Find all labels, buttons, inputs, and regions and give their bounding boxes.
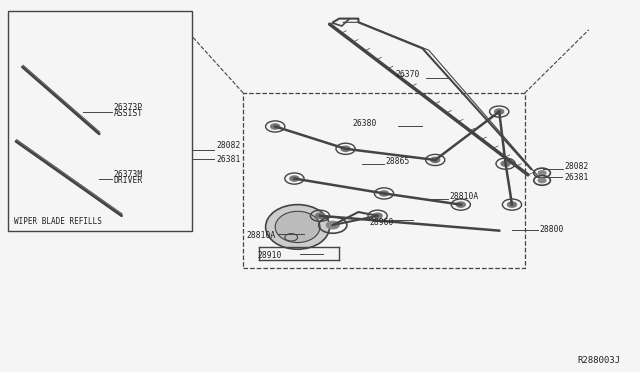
Text: WIPER BLADE REFILLS: WIPER BLADE REFILLS (14, 217, 102, 226)
Circle shape (456, 202, 465, 207)
Text: 28800: 28800 (540, 225, 564, 234)
Circle shape (316, 213, 324, 218)
Ellipse shape (275, 211, 320, 243)
Text: 28810A: 28810A (246, 231, 276, 240)
Circle shape (495, 109, 504, 114)
Text: 28865: 28865 (385, 157, 410, 166)
Text: 26381: 26381 (216, 155, 241, 164)
Circle shape (508, 202, 516, 207)
Bar (243, 93, 525, 268)
Circle shape (173, 158, 181, 163)
Circle shape (271, 124, 280, 129)
Circle shape (341, 146, 350, 151)
Circle shape (431, 157, 440, 163)
Text: 26380+A: 26380+A (69, 126, 103, 135)
Text: 26373M: 26373M (114, 170, 143, 179)
Circle shape (501, 161, 510, 166)
Circle shape (538, 171, 546, 175)
Circle shape (290, 176, 299, 181)
Text: DRIVER: DRIVER (114, 176, 143, 185)
Text: 28960: 28960 (370, 218, 394, 227)
Text: 28082: 28082 (216, 141, 241, 150)
Text: 26381: 26381 (564, 173, 589, 182)
Circle shape (373, 213, 382, 218)
Text: 28082: 28082 (564, 162, 589, 171)
Text: 28910: 28910 (257, 251, 282, 260)
Text: 28810A: 28810A (449, 192, 479, 201)
Circle shape (380, 191, 388, 196)
Ellipse shape (266, 205, 330, 249)
Text: 26370+A: 26370+A (138, 73, 172, 82)
Text: 26373P: 26373P (114, 103, 143, 112)
Text: 26370: 26370 (396, 70, 420, 79)
Text: R288003J: R288003J (578, 356, 621, 365)
Text: ASSIST: ASSIST (114, 109, 143, 118)
Circle shape (538, 178, 546, 183)
Circle shape (171, 166, 179, 170)
Circle shape (326, 221, 339, 229)
Bar (8, 11, 192, 231)
Text: 26380: 26380 (352, 119, 376, 128)
